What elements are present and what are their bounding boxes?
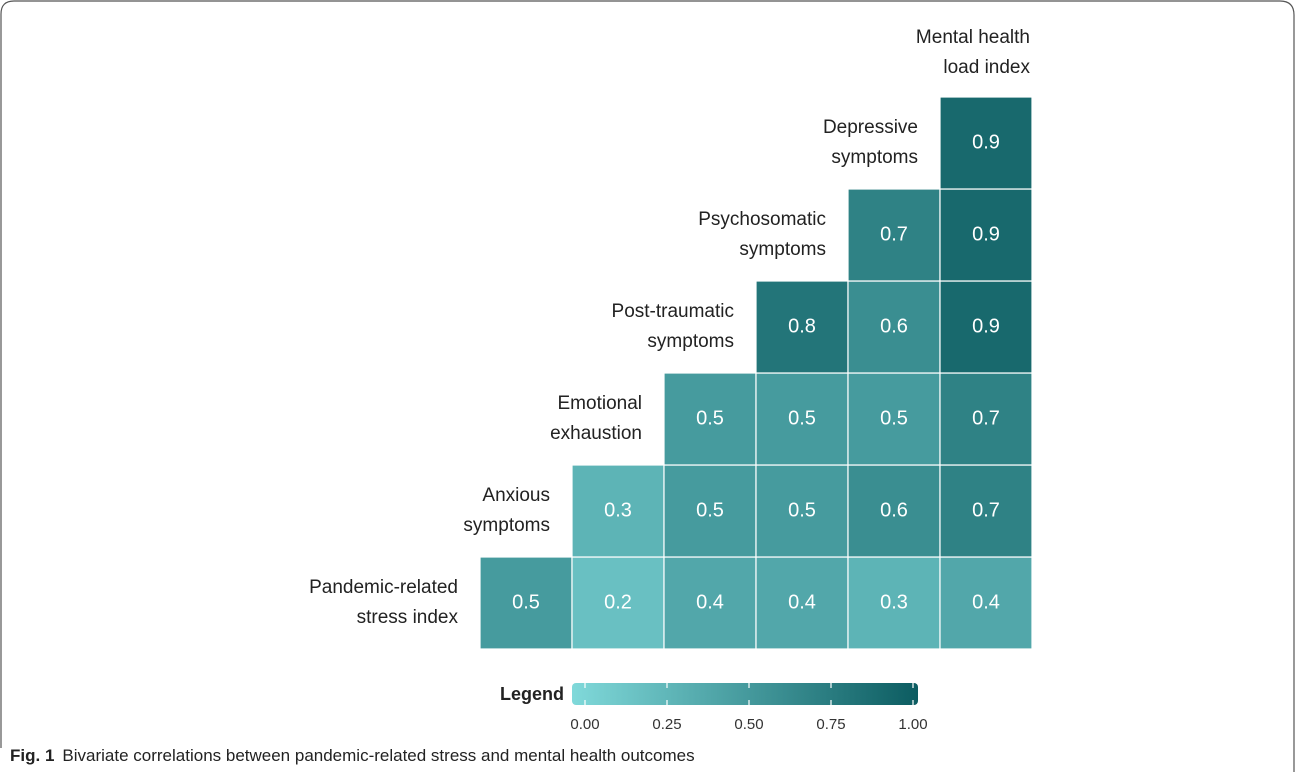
legend-title: Legend: [500, 684, 564, 704]
row-label: Depressive: [823, 117, 918, 138]
cell: [663, 372, 757, 466]
cell-label: 0.4: [696, 591, 724, 613]
caption-text: Bivariate correlations between pandemic-…: [62, 746, 694, 765]
row-label: exhaustion: [550, 423, 642, 444]
cell: [939, 372, 1033, 466]
legend-tick-label: 0.75: [816, 716, 845, 733]
row-label: Pandemic-related: [309, 577, 458, 598]
cell-label: 0.7: [880, 223, 908, 245]
legend-tick-label: 0.00: [570, 716, 599, 733]
row-label: Emotional: [558, 393, 643, 414]
cell-label: 0.9: [972, 315, 1000, 337]
cell: [755, 464, 849, 558]
cell: [939, 280, 1033, 374]
caption: Fig. 1 Bivariate correlations between pan…: [10, 746, 695, 765]
row-label: symptoms: [647, 331, 734, 352]
caption-label: Fig. 1: [10, 746, 54, 765]
cell-label: 0.9: [972, 131, 1000, 153]
row-label: symptoms: [739, 239, 826, 260]
cell-label: 0.9: [972, 223, 1000, 245]
cell: [479, 556, 573, 650]
cell: [571, 556, 665, 650]
cell: [847, 188, 941, 282]
cell-label: 0.2: [604, 591, 632, 613]
cell-label: 0.5: [788, 407, 816, 429]
cell-label: 0.5: [696, 407, 724, 429]
cell: [755, 372, 849, 466]
cell-label: 0.5: [512, 591, 540, 613]
cell-label: 0.8: [788, 315, 816, 337]
legend-tick-label: 0.25: [652, 716, 681, 733]
cell-label: 0.5: [880, 407, 908, 429]
cell-label: 0.6: [880, 315, 908, 337]
cell: [939, 188, 1033, 282]
cell: [847, 280, 941, 374]
cell: [755, 280, 849, 374]
cell-label: 0.3: [880, 591, 908, 613]
cell: [847, 464, 941, 558]
cell-label: 0.6: [880, 499, 908, 521]
row-label: stress index: [357, 607, 459, 628]
column-label: load index: [943, 57, 1030, 78]
cell: [939, 556, 1033, 650]
cell: [939, 464, 1033, 558]
cell-label: 0.4: [788, 591, 816, 613]
column-label: Mental health: [916, 27, 1030, 48]
row-label: Anxious: [482, 485, 550, 506]
legend-tick-label: 0.50: [734, 716, 763, 733]
row-label: Psychosomatic: [698, 209, 826, 230]
cell-label: 0.3: [604, 499, 632, 521]
cell: [663, 464, 757, 558]
cell: [939, 96, 1033, 190]
cell: [847, 372, 941, 466]
cell-label: 0.7: [972, 499, 1000, 521]
row-label: Post-traumatic: [612, 301, 734, 322]
cell-label: 0.7: [972, 407, 1000, 429]
cell-label: 0.4: [972, 591, 1000, 613]
cell-label: 0.5: [788, 499, 816, 521]
legend-tick-label: 1.00: [898, 716, 927, 733]
cell-label: 0.5: [696, 499, 724, 521]
colorbar: [572, 683, 918, 705]
row-label: symptoms: [831, 147, 918, 168]
row-label: symptoms: [463, 515, 550, 536]
